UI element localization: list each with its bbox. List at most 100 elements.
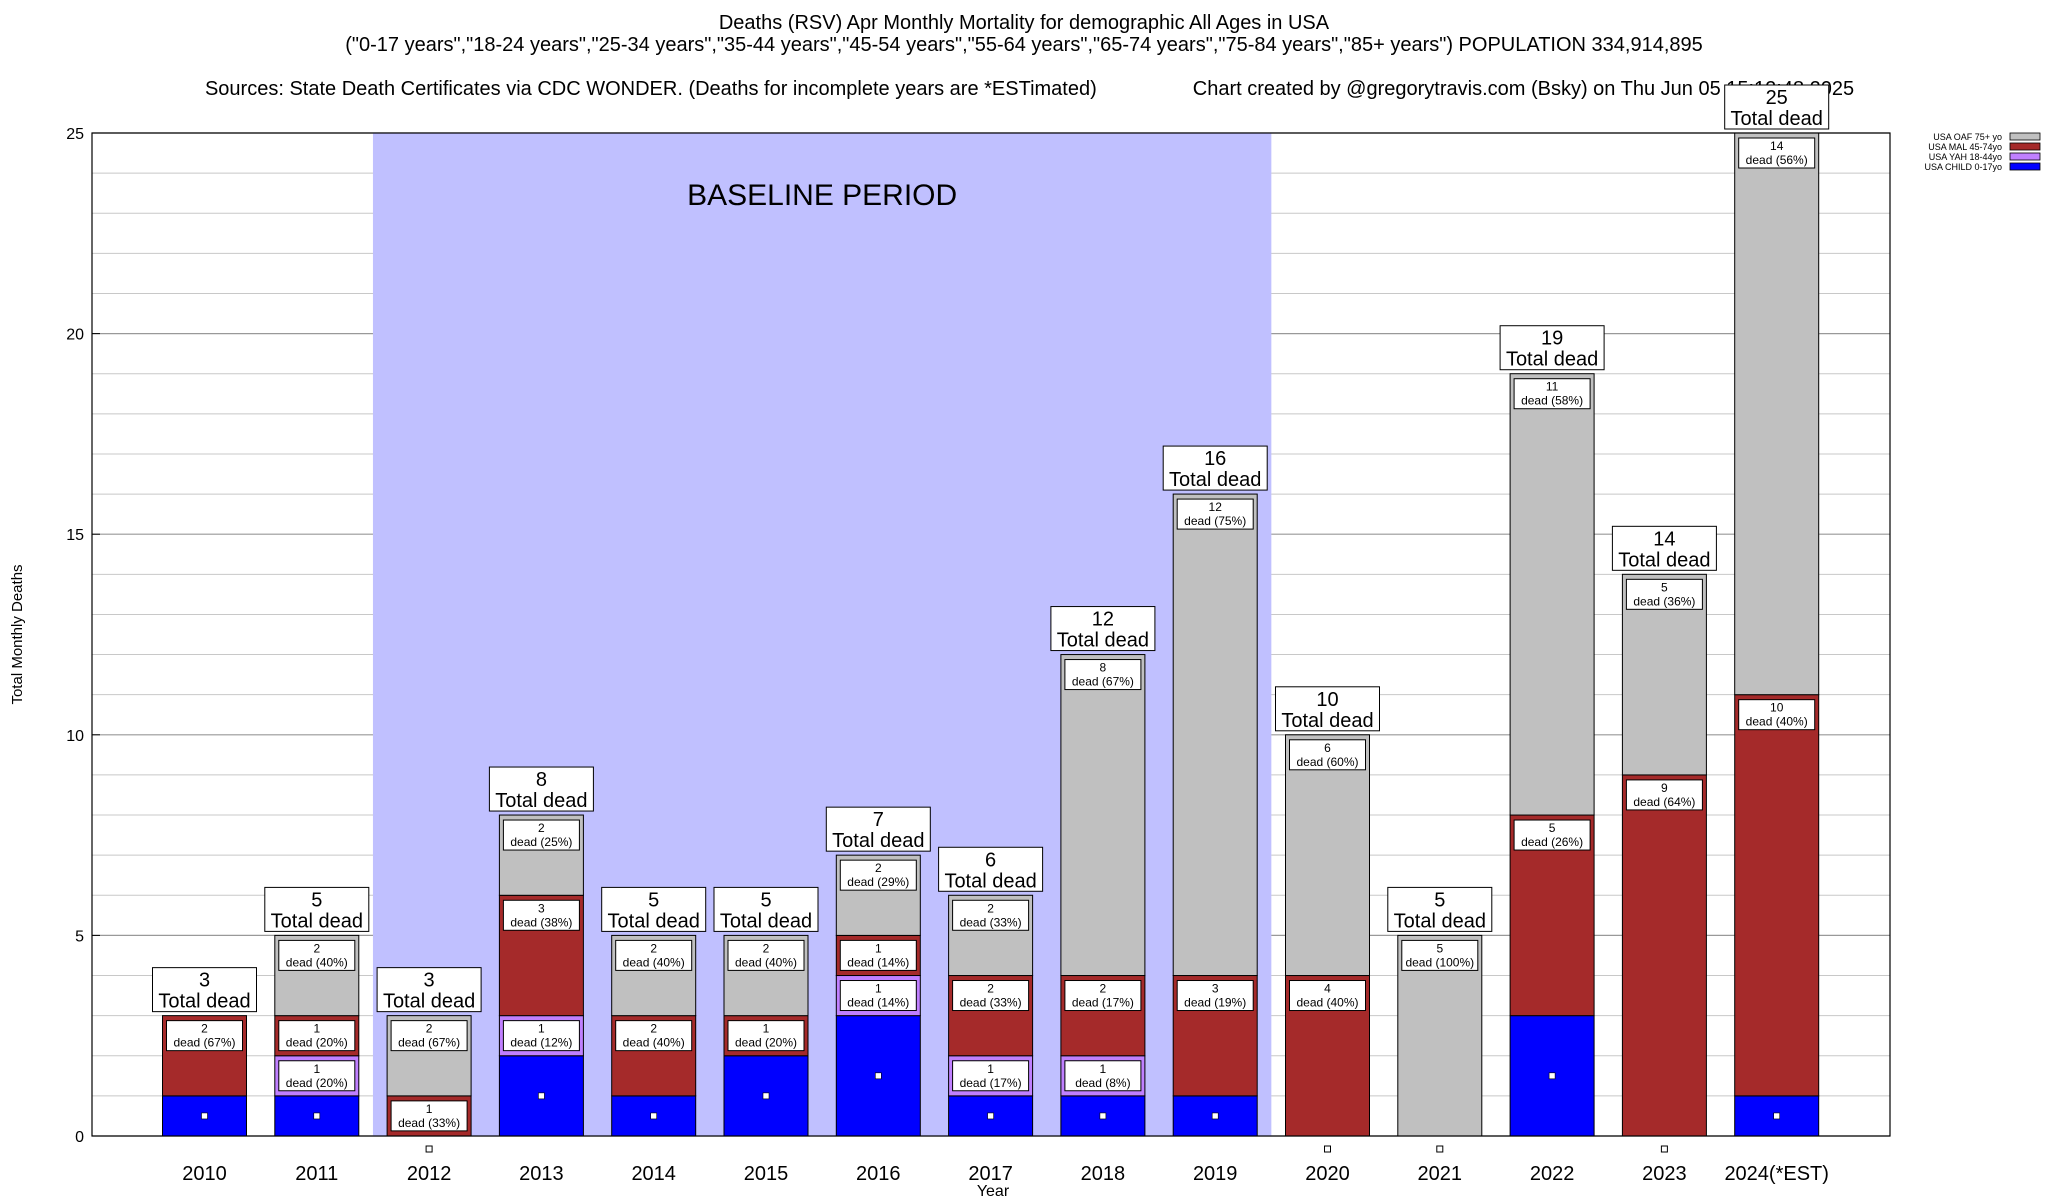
segment-count-label: 12	[1209, 500, 1223, 514]
total-label-box	[1162, 445, 1268, 491]
segment-label-box	[1289, 980, 1366, 1012]
segment-label-box	[1064, 659, 1142, 691]
segment-pct-label: dead (14%)	[847, 955, 909, 969]
total-count-label: 19	[1541, 328, 1563, 350]
segment-pct-label: dead (60%)	[1296, 755, 1358, 769]
segment-count-label: 1	[875, 982, 882, 996]
segment-label-box	[952, 899, 1030, 931]
segment-pct-label: dead (67%)	[1072, 675, 1134, 689]
y-tick-label: 10	[66, 728, 84, 745]
segment-pct-label: dead (40%)	[1296, 996, 1358, 1010]
segment-label-box	[1289, 739, 1366, 771]
x-axis-label: Year	[977, 1183, 1010, 1200]
x-tick-label: 2013	[519, 1163, 564, 1185]
legend-label: USA CHILD 0-17yo	[1924, 162, 2002, 172]
total-dead-label: Total dead	[832, 830, 924, 852]
segment-label-box	[727, 939, 805, 971]
segment-label-box	[502, 1020, 580, 1052]
segment-pct-label: dead (17%)	[960, 1076, 1022, 1090]
segment-count-label: 1	[763, 1022, 770, 1036]
total-count-label: 5	[648, 889, 659, 911]
total-dead-label: Total dead	[720, 910, 812, 932]
segment-count-label: 2	[650, 1022, 657, 1036]
total-count-label: 8	[536, 769, 547, 791]
segment-pct-label: dead (75%)	[1184, 514, 1246, 528]
segment-label-box	[1738, 699, 1816, 731]
segment-pct-label: dead (40%)	[286, 955, 348, 969]
total-dead-label: Total dead	[1618, 549, 1710, 571]
child-segment-marker	[201, 1112, 208, 1120]
segment-label-box	[839, 859, 917, 891]
x-tick-label: 2020	[1305, 1163, 1350, 1185]
segment-count-label: 2	[313, 941, 320, 955]
total-label-box	[264, 886, 370, 932]
total-count-label: 7	[873, 809, 884, 831]
x-tick-label: 2023	[1642, 1163, 1687, 1185]
segment-pct-label: dead (19%)	[1184, 996, 1246, 1010]
child-segment-marker	[987, 1112, 994, 1120]
child-segment-marker	[1211, 1112, 1219, 1120]
segment-count-label: 2	[201, 1022, 208, 1036]
total-count-label: 3	[199, 970, 210, 992]
segment-count-label: 6	[1324, 741, 1331, 755]
segment-label-box	[502, 899, 580, 931]
total-dead-label: Total dead	[608, 910, 700, 932]
segment-count-label: 3	[1212, 982, 1219, 996]
segment-pct-label: dead (40%)	[623, 955, 685, 969]
segment-pct-label: dead (40%)	[623, 1036, 685, 1050]
segment-label-box	[390, 1100, 468, 1132]
segment-pct-label: dead (38%)	[510, 915, 572, 929]
total-dead-label: Total dead	[1506, 349, 1598, 371]
child-segment-marker	[313, 1112, 321, 1120]
segment-label-box	[1064, 980, 1142, 1012]
segment-pct-label: dead (67%)	[398, 1036, 460, 1050]
segment-label-box	[839, 939, 917, 971]
segment-label-box	[1176, 498, 1254, 530]
segment-pct-label: dead (33%)	[960, 996, 1022, 1010]
x-tick-label: 2017	[968, 1163, 1013, 1185]
total-count-label: 14	[1653, 528, 1675, 550]
credit-text: Chart created by @gregorytravis.com (Bsk…	[1192, 78, 1855, 100]
total-label-box	[1499, 325, 1605, 371]
x-tick-label: 2024(*EST)	[1724, 1163, 1829, 1185]
x-tick-label: 2012	[407, 1163, 452, 1185]
segment-label-box	[615, 939, 693, 971]
child-segment-marker	[1773, 1112, 1780, 1120]
segment-count-label: 1	[1100, 1062, 1107, 1076]
segment-count-label: 1	[538, 1022, 545, 1036]
child-segment-marker	[1099, 1112, 1107, 1120]
segment-label-box	[1401, 939, 1479, 971]
legend-swatch	[2009, 142, 2041, 151]
segment-count-label: 5	[1436, 941, 1443, 955]
y-axis-label: Total Monthly Deaths	[9, 564, 26, 704]
segment-pct-label: dead (33%)	[398, 1116, 460, 1130]
total-count-label: 5	[311, 889, 322, 911]
bar-segment	[1509, 373, 1595, 816]
segment-count-label: 5	[1549, 821, 1556, 835]
x-tick-label: 2014	[631, 1163, 676, 1185]
segment-count-label: 2	[875, 861, 882, 875]
segment-label-box	[1176, 980, 1254, 1012]
segment-label-box	[278, 939, 356, 971]
segment-label-box	[1625, 779, 1703, 811]
total-count-label: 25	[1766, 87, 1788, 109]
segment-pct-label: dead (40%)	[735, 955, 797, 969]
legend-swatch	[2009, 162, 2041, 171]
total-label-box	[601, 886, 707, 932]
bar-segment	[1734, 132, 1820, 696]
segment-label-box	[1625, 578, 1703, 610]
total-dead-label: Total dead	[383, 991, 475, 1013]
segment-pct-label: dead (20%)	[735, 1036, 797, 1050]
total-count-label: 6	[985, 849, 996, 871]
total-label-box	[1050, 606, 1156, 652]
child-segment-marker	[650, 1112, 658, 1120]
baseline-period-label: BASELINE PERIOD	[687, 179, 957, 212]
x-tick-label: 2010	[182, 1163, 227, 1185]
segment-label-box	[1738, 137, 1816, 169]
segment-pct-label: dead (17%)	[1072, 996, 1134, 1010]
legend-swatch	[2009, 132, 2041, 141]
segment-label-box	[1513, 819, 1591, 851]
x-tick-label: 2022	[1530, 1163, 1575, 1185]
segment-count-label: 1	[875, 941, 882, 955]
